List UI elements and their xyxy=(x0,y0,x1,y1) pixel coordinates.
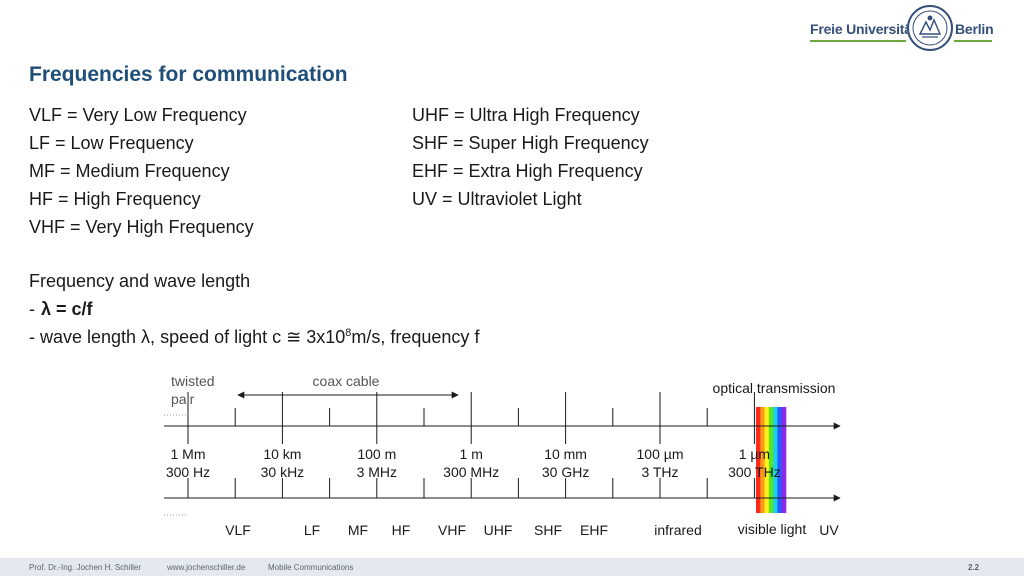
band-label: MF xyxy=(348,522,368,538)
footer-course: Mobile Communications xyxy=(268,563,354,572)
spectrum-stripe xyxy=(781,407,787,513)
spectrum-stripe xyxy=(768,407,774,513)
abbr-hf: HF = High Frequency xyxy=(29,189,201,209)
slide-title: Frequencies for communication xyxy=(29,63,348,86)
spectrum-stripe xyxy=(756,407,761,513)
wavelength-label: 100 m xyxy=(357,446,396,462)
abbr-vhf: VHF = Very High Frequency xyxy=(29,217,254,237)
abbr-uv: UV = Ultraviolet Light xyxy=(412,189,582,209)
abbr-lf: LF = Low Frequency xyxy=(29,133,194,153)
spectrum-diagram: twisted pair coax cable optical transmis… xyxy=(164,373,841,538)
footer-page-number: 2.2 xyxy=(968,563,980,572)
logo-text-right: Berlin xyxy=(955,21,994,37)
band-label: VLF xyxy=(225,522,251,538)
band-label: visible light xyxy=(738,521,807,537)
footer-bar: Prof. Dr.-Ing. Jochen H. Schiller www.jo… xyxy=(0,558,1024,576)
band-label: SHF xyxy=(534,522,562,538)
band-label: UHF xyxy=(484,522,513,538)
abbreviations-right: UHF = Ultra High Frequency SHF = Super H… xyxy=(412,101,649,213)
frequency-label: 300 MHz xyxy=(443,464,499,480)
frequency-label: 300 Hz xyxy=(166,464,210,480)
frequency-label: 3 THz xyxy=(641,464,678,480)
frequency-label: 30 kHz xyxy=(261,464,305,480)
abbreviations-left: VLF = Very Low Frequency LF = Low Freque… xyxy=(29,101,254,241)
wave-formula-line: -λ = c/f xyxy=(29,299,93,319)
wave-description: - wave length λ, speed of light c ≅ 3x10… xyxy=(29,327,480,347)
frequency-label: 300 THz xyxy=(728,464,781,480)
wave-section: Frequency and wave length -λ = c/f - wav… xyxy=(29,267,479,351)
coax-label: coax cable xyxy=(313,373,380,389)
spectrum-stripe xyxy=(760,407,765,513)
abbr-mf: MF = Medium Frequency xyxy=(29,161,230,181)
twisted-pair-label-2: pair xyxy=(171,391,195,407)
abbr-shf: SHF = Super High Frequency xyxy=(412,133,649,153)
spectrum-stripe xyxy=(764,407,770,513)
wavelength-label: 10 km xyxy=(263,446,301,462)
abbr-ehf: EHF = Extra High Frequency xyxy=(412,161,643,181)
spectrum-stripe xyxy=(777,407,783,513)
band-label: VHF xyxy=(438,522,466,538)
band-label: LF xyxy=(304,522,320,538)
abbr-vlf: VLF = Very Low Frequency xyxy=(29,105,247,125)
seal-icon xyxy=(907,5,953,51)
logo-text-left: Freie Universität xyxy=(810,21,917,37)
visible-spectrum xyxy=(756,407,787,513)
band-label: HF xyxy=(392,522,411,538)
wave-heading: Frequency and wave length xyxy=(29,271,251,291)
wavelength-label: 100 µm xyxy=(637,446,684,462)
wave-formula: λ = c/f xyxy=(41,299,93,319)
wavelength-label: 10 mm xyxy=(544,446,587,462)
abbr-uhf: UHF = Ultra High Frequency xyxy=(412,105,640,125)
footer-website: www.jochenschiller.de xyxy=(167,563,246,572)
spectrum-stripe xyxy=(773,407,778,513)
band-label: infrared xyxy=(654,522,701,538)
footer-author: Prof. Dr.-Ing. Jochen H. Schiller xyxy=(29,563,142,572)
frequency-label: 30 GHz xyxy=(542,464,589,480)
logo-underline-right xyxy=(954,40,992,42)
band-label: EHF xyxy=(580,522,608,538)
wavelength-label: 1 µm xyxy=(739,446,770,462)
band-label: UV xyxy=(819,522,839,538)
twisted-pair-label-1: twisted xyxy=(171,373,215,389)
university-logo: Freie Universität Berlin xyxy=(808,4,994,52)
wavelength-label: 1 m xyxy=(460,446,483,462)
optical-label: optical transmission xyxy=(713,380,836,396)
logo-underline-left xyxy=(810,40,906,42)
wavelength-label: 1 Mm xyxy=(171,446,206,462)
frequency-label: 3 MHz xyxy=(357,464,397,480)
